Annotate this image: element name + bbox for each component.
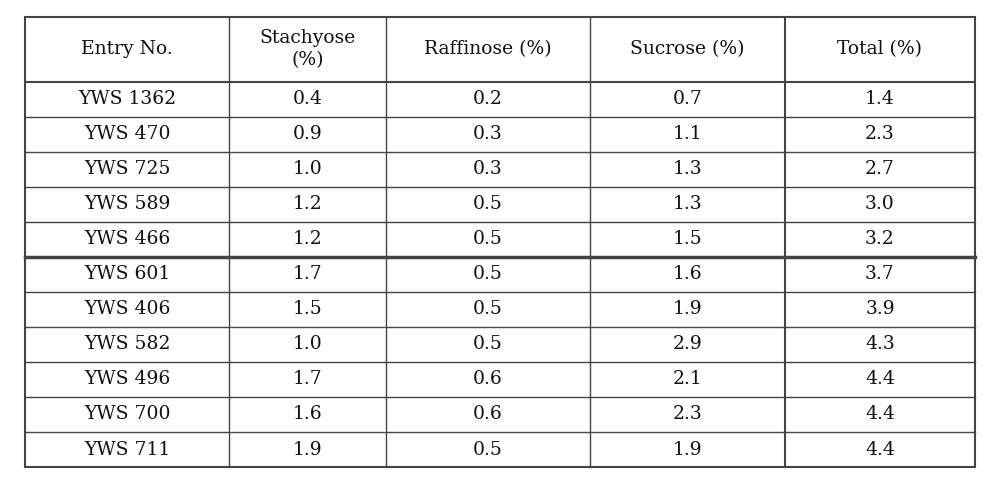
Text: 2.3: 2.3 (673, 405, 702, 423)
Text: Total (%): Total (%) (837, 40, 922, 58)
Text: 1.9: 1.9 (293, 441, 322, 458)
Text: 0.5: 0.5 (473, 300, 503, 319)
Text: YWS 601: YWS 601 (84, 265, 170, 283)
Text: 1.6: 1.6 (293, 405, 322, 423)
Text: 0.5: 0.5 (473, 335, 503, 354)
Text: 3.2: 3.2 (865, 230, 895, 248)
Text: YWS 700: YWS 700 (84, 405, 170, 423)
Text: 0.5: 0.5 (473, 195, 503, 213)
Text: YWS 406: YWS 406 (84, 300, 170, 319)
Text: 0.2: 0.2 (473, 90, 503, 108)
Text: YWS 466: YWS 466 (84, 230, 170, 248)
Text: 3.9: 3.9 (865, 300, 895, 319)
Text: 0.3: 0.3 (473, 160, 503, 178)
Text: 1.7: 1.7 (293, 370, 322, 388)
Text: 1.5: 1.5 (293, 300, 322, 319)
Text: YWS 496: YWS 496 (84, 370, 170, 388)
Text: 1.4: 1.4 (865, 90, 895, 108)
Text: 1.9: 1.9 (673, 441, 702, 458)
Text: 1.2: 1.2 (293, 230, 322, 248)
Text: YWS 589: YWS 589 (84, 195, 170, 213)
Text: 1.1: 1.1 (673, 125, 702, 143)
Text: 2.1: 2.1 (673, 370, 702, 388)
Text: YWS 1362: YWS 1362 (78, 90, 176, 108)
Text: 4.4: 4.4 (865, 441, 895, 458)
Text: 3.0: 3.0 (865, 195, 895, 213)
Text: 0.6: 0.6 (473, 370, 503, 388)
Text: 3.7: 3.7 (865, 265, 895, 283)
Text: Stachyose
(%): Stachyose (%) (260, 29, 356, 69)
Text: 0.3: 0.3 (473, 125, 503, 143)
Text: Sucrose (%): Sucrose (%) (630, 40, 745, 58)
Text: 0.5: 0.5 (473, 441, 503, 458)
Text: YWS 582: YWS 582 (84, 335, 170, 354)
Text: YWS 725: YWS 725 (84, 160, 170, 178)
Text: 4.4: 4.4 (865, 405, 895, 423)
Text: 4.4: 4.4 (865, 370, 895, 388)
Text: YWS 470: YWS 470 (84, 125, 170, 143)
Text: 0.5: 0.5 (473, 230, 503, 248)
Text: 1.9: 1.9 (673, 300, 702, 319)
Text: 0.9: 0.9 (293, 125, 322, 143)
Text: Raffinose (%): Raffinose (%) (424, 40, 552, 58)
Text: 0.5: 0.5 (473, 265, 503, 283)
Text: 1.3: 1.3 (673, 160, 702, 178)
Text: 1.0: 1.0 (293, 335, 322, 354)
Text: 0.7: 0.7 (673, 90, 703, 108)
Text: 4.3: 4.3 (865, 335, 895, 354)
Text: 1.2: 1.2 (293, 195, 322, 213)
Text: 0.6: 0.6 (473, 405, 503, 423)
Text: 1.6: 1.6 (673, 265, 702, 283)
Text: 2.9: 2.9 (673, 335, 702, 354)
Text: 1.5: 1.5 (673, 230, 702, 248)
Text: 2.7: 2.7 (865, 160, 895, 178)
Text: 2.3: 2.3 (865, 125, 895, 143)
Text: YWS 711: YWS 711 (84, 441, 170, 458)
Text: 1.7: 1.7 (293, 265, 322, 283)
Text: 1.0: 1.0 (293, 160, 322, 178)
Text: 0.4: 0.4 (293, 90, 323, 108)
Text: 1.3: 1.3 (673, 195, 702, 213)
Text: Entry No.: Entry No. (81, 40, 173, 58)
